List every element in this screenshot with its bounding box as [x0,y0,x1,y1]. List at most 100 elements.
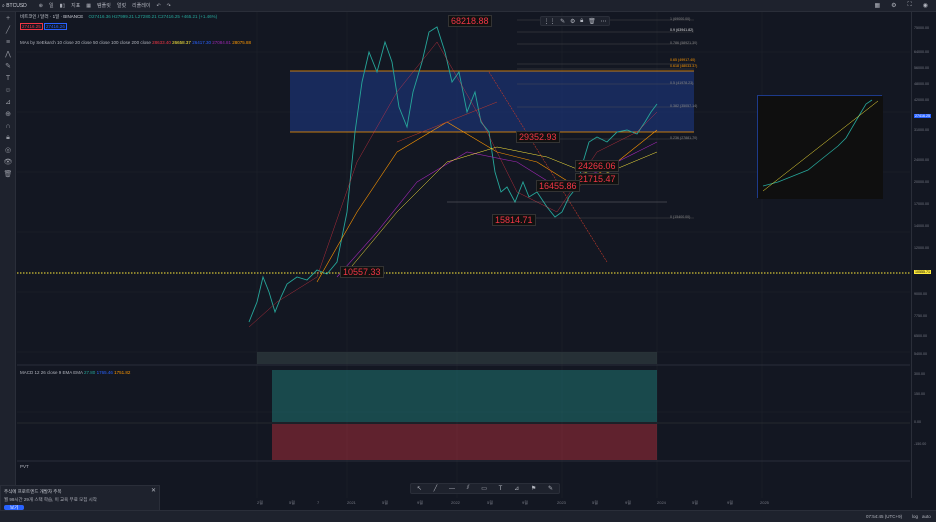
x-tick: 5월 [289,500,295,505]
promo-text: 월 99시간 29개 스택 학습, 이 교육 무료 모집 시작 [4,497,97,502]
redo-icon[interactable]: ↷ [166,2,171,9]
ohlc-values: O27416.36 H27999.21 L27280.21 C27416.25 … [88,14,218,19]
text-icon[interactable]: T [5,74,11,82]
x-tick: 7 [317,500,320,505]
ma-legend[interactable]: MAs by SeEkarch 10 close 20 close 50 clo… [20,40,251,45]
top-right-controls: ▦ ⚙ ⛶ ◉ [874,2,934,9]
supply-zone[interactable] [290,71,694,132]
log-toggle[interactable]: log [912,514,919,519]
indicators-button[interactable]: 지표 [71,3,81,9]
x-tick: 9월 [417,500,423,505]
layout-icon[interactable]: ▦ [86,2,92,9]
bottom-drawing-bar: ↖ ╱ — ⫽ ▭ T ⊿ ⚑ ✎ [410,483,560,494]
measure-icon[interactable]: ⊿ [514,486,520,492]
alert-button[interactable]: 얼럿 [116,3,127,9]
settings-small-icon[interactable]: ⚙ [569,18,576,25]
axis-tick: 9000.00 [914,292,927,296]
fib-label-0382: 0.382 (35057.14) [670,104,698,108]
x-tick: 5월 [692,500,698,505]
bottom-status-bar: 07:54:45 (UTC+9) log auto [0,510,936,522]
ma-label: MAs by SeEkarch 10 close 20 close 50 clo… [20,40,151,45]
ask-value[interactable]: 27416.26 [44,23,67,30]
hline-icon[interactable]: — [449,485,456,492]
x-tick: 5월 [382,500,388,505]
promo-button[interactable]: 보기 [4,505,25,510]
fib-icon[interactable]: ≡ [5,38,11,46]
eye-icon[interactable]: 👁︎ [3,159,13,166]
drag-handle-icon[interactable]: ⋮⋮ [543,18,556,25]
object-toolbar: ⋮⋮ ✎ ⚙ 🔒︎ 🗑︎ ⋯ [540,16,610,26]
delete-icon[interactable]: 🗑︎ [588,18,596,25]
cursor-icon[interactable]: ↖ [416,486,422,492]
drawing-toolbar: + ╱ ≡ ⋀ ✎ T ☺ ⊿ ⊕ ∩ 🔒︎ ◎ 👁︎ 🗑︎ [0,12,16,510]
hide-icon[interactable]: ◎ [4,147,12,154]
templates-button[interactable]: 템플릿 [97,3,111,9]
emoji-icon[interactable]: ☺ [4,86,12,94]
axis-tick: 17000.00 [914,202,929,206]
inset-chart[interactable] [757,95,883,199]
macd-legend[interactable]: MACD 12 26 close 9 EMA EMA 27.80 1765.46… [20,370,130,375]
brush-icon[interactable]: ✎ [5,63,11,70]
flag-icon[interactable]: ⚑ [530,486,537,492]
clock[interactable]: 07:54:45 (UTC+9) [866,514,903,519]
price-tag-29352[interactable]: 29352.93 [516,131,560,143]
lock-small-icon[interactable]: 🔒︎ [580,17,584,24]
chart-type-icon[interactable]: ▮▯ [59,2,66,9]
ruler-icon[interactable]: ⊿ [5,99,11,106]
macd-value-3: 1751.82 [114,370,131,375]
magnet-icon[interactable]: ∩ [5,122,11,130]
rect-icon[interactable]: ▭ [481,486,487,492]
settings-icon[interactable]: ⚙ [891,3,897,9]
timeframe-selector[interactable]: 일 [48,3,54,9]
price-axis[interactable]: 75000.00 64000.00 56000.00 48000.00 4200… [911,12,936,498]
trash-icon[interactable]: 🗑︎ [3,171,13,178]
bid-value[interactable]: 27416.25 [20,23,43,30]
add-symbol-icon[interactable]: ⊕ [38,2,43,9]
macd-label: MACD 12 26 close 9 EMA EMA [20,370,83,375]
line-icon[interactable]: ╱ [433,486,438,492]
text-tool-icon[interactable]: T [498,485,503,492]
pvt-label: PVT [20,464,29,469]
brush-tool-icon[interactable]: ✎ [547,486,554,492]
x-tick: 2022 [451,500,460,505]
channel-icon[interactable]: ⫽ [466,485,470,491]
x-tick: 2025 [760,500,769,505]
price-tag-21715[interactable]: 21715.47 [575,173,619,185]
undo-icon[interactable]: ↶ [156,2,161,9]
price-tag-high[interactable]: 68218.88 [448,15,492,27]
macd-value-2: 1765.46 [96,370,113,375]
price-tag-10557[interactable]: 10557.33 [340,266,384,278]
more-icon[interactable]: ⋯ [600,18,607,25]
price-line [248,26,658,323]
price-tag-24266[interactable]: 24266.06 [575,160,619,172]
axis-tick: 6500.00 [914,334,927,338]
axis-tick: 150.00 [914,392,925,396]
price-tag-16455[interactable]: 16455.86 [536,180,580,192]
pattern-icon[interactable]: ⋀ [5,51,11,58]
crosshair-icon[interactable]: + [5,14,11,22]
axis-tick: 12000.00 [914,246,929,250]
zoom-icon[interactable]: ⊕ [5,111,11,118]
time-axis[interactable]: 2월 5월 7 2021 5월 9월 2022 5월 9월 2023 5월 9월… [17,498,910,510]
price-chart [17,12,910,498]
symbol-search[interactable]: ⌕ BTCUSD [2,2,27,9]
axis-tick: -150.00 [914,442,927,446]
camera-icon[interactable]: ◉ [922,3,928,9]
price-tag-low[interactable]: 15814.71 [492,214,536,226]
x-tick: 2021 [347,500,356,505]
fullscreen-icon[interactable]: ⛶ [907,2,912,8]
close-icon[interactable]: ✕ [150,488,156,494]
axis-tick: 300.00 [914,372,925,376]
lock-icon[interactable]: 🔒︎ [6,134,10,141]
pvt-legend[interactable]: PVT [20,464,29,469]
trendline-icon[interactable]: ╱ [5,27,11,34]
auto-toggle[interactable]: auto [922,514,931,519]
layout-grid-icon[interactable]: ▦ [874,3,881,9]
axis-tick: 14000.00 [914,224,929,228]
replay-button[interactable]: 리플레이 [132,3,151,9]
ma-value-3: 26417.30 [192,40,211,45]
axis-tick: 0.00 [914,420,921,424]
pen-icon[interactable]: ✎ [560,18,566,25]
chart-area[interactable] [17,12,910,498]
macd-value-1: 27.80 [84,370,96,375]
